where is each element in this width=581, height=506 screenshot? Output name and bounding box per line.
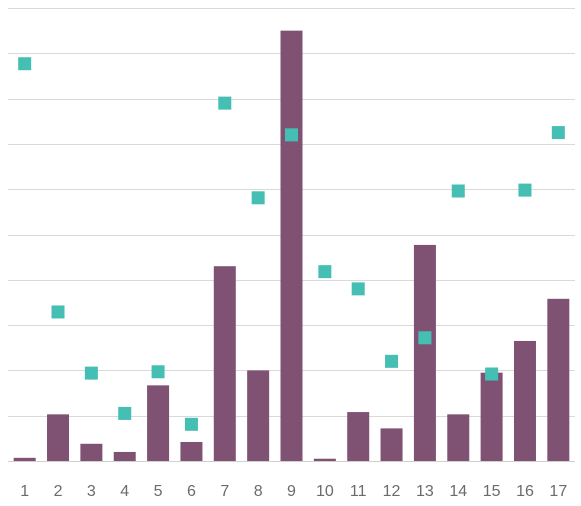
scatter-series <box>18 57 565 431</box>
x-tick-label-9: 9 <box>287 483 296 500</box>
x-tick-label-1: 1 <box>20 483 29 500</box>
bar-11 <box>347 412 370 461</box>
bar-14 <box>447 414 470 461</box>
point-14 <box>451 184 465 198</box>
x-tick-label-11: 11 <box>350 483 367 500</box>
point-15 <box>485 367 499 381</box>
point-11 <box>351 282 365 296</box>
point-6 <box>184 417 198 431</box>
x-tick-label-12: 12 <box>383 483 401 500</box>
point-10 <box>318 265 332 279</box>
point-17 <box>551 126 565 140</box>
point-7 <box>218 96 232 110</box>
bar-2 <box>47 414 70 461</box>
bar-4 <box>113 451 136 461</box>
bar-3 <box>80 443 103 461</box>
x-tick-label-8: 8 <box>254 483 263 500</box>
x-tick-label-4: 4 <box>120 483 129 500</box>
x-tick-label-5: 5 <box>154 483 163 500</box>
bar-17 <box>547 298 570 461</box>
bar-8 <box>247 370 270 461</box>
point-12 <box>385 354 399 368</box>
x-tick-labels: 1 2 3 4 5 6 7 8 9 10 11 12 13 14 15 16 17 <box>20 483 567 500</box>
point-9 <box>285 128 298 142</box>
point-8 <box>251 191 265 205</box>
bar-series <box>13 30 570 462</box>
bar-10 <box>313 458 336 461</box>
bar-16 <box>513 340 536 461</box>
x-tick-label-13: 13 <box>416 483 434 500</box>
bar-1 <box>13 457 36 461</box>
x-tick-label-6: 6 <box>187 483 196 500</box>
bar-15 <box>480 372 503 461</box>
bar-13 <box>413 244 436 461</box>
point-13 <box>418 331 432 345</box>
point-2 <box>51 305 65 319</box>
bar-6 <box>180 441 203 461</box>
point-5 <box>151 365 165 379</box>
x-tick-label-7: 7 <box>220 483 229 500</box>
point-4 <box>118 406 132 420</box>
x-tick-label-10: 10 <box>316 483 334 500</box>
point-3 <box>84 366 98 380</box>
bar-5 <box>147 385 170 461</box>
x-tick-label-14: 14 <box>449 483 467 500</box>
point-1 <box>18 57 32 71</box>
x-tick-label-2: 2 <box>54 483 63 500</box>
x-tick-label-16: 16 <box>516 483 534 500</box>
bar-7 <box>213 266 236 461</box>
bar-9 <box>280 30 303 462</box>
x-tick-label-17: 17 <box>549 483 567 500</box>
x-tick-label-15: 15 <box>483 483 501 500</box>
bar-12 <box>380 428 403 461</box>
point-16 <box>518 183 532 197</box>
x-tick-label-3: 3 <box>87 483 96 500</box>
